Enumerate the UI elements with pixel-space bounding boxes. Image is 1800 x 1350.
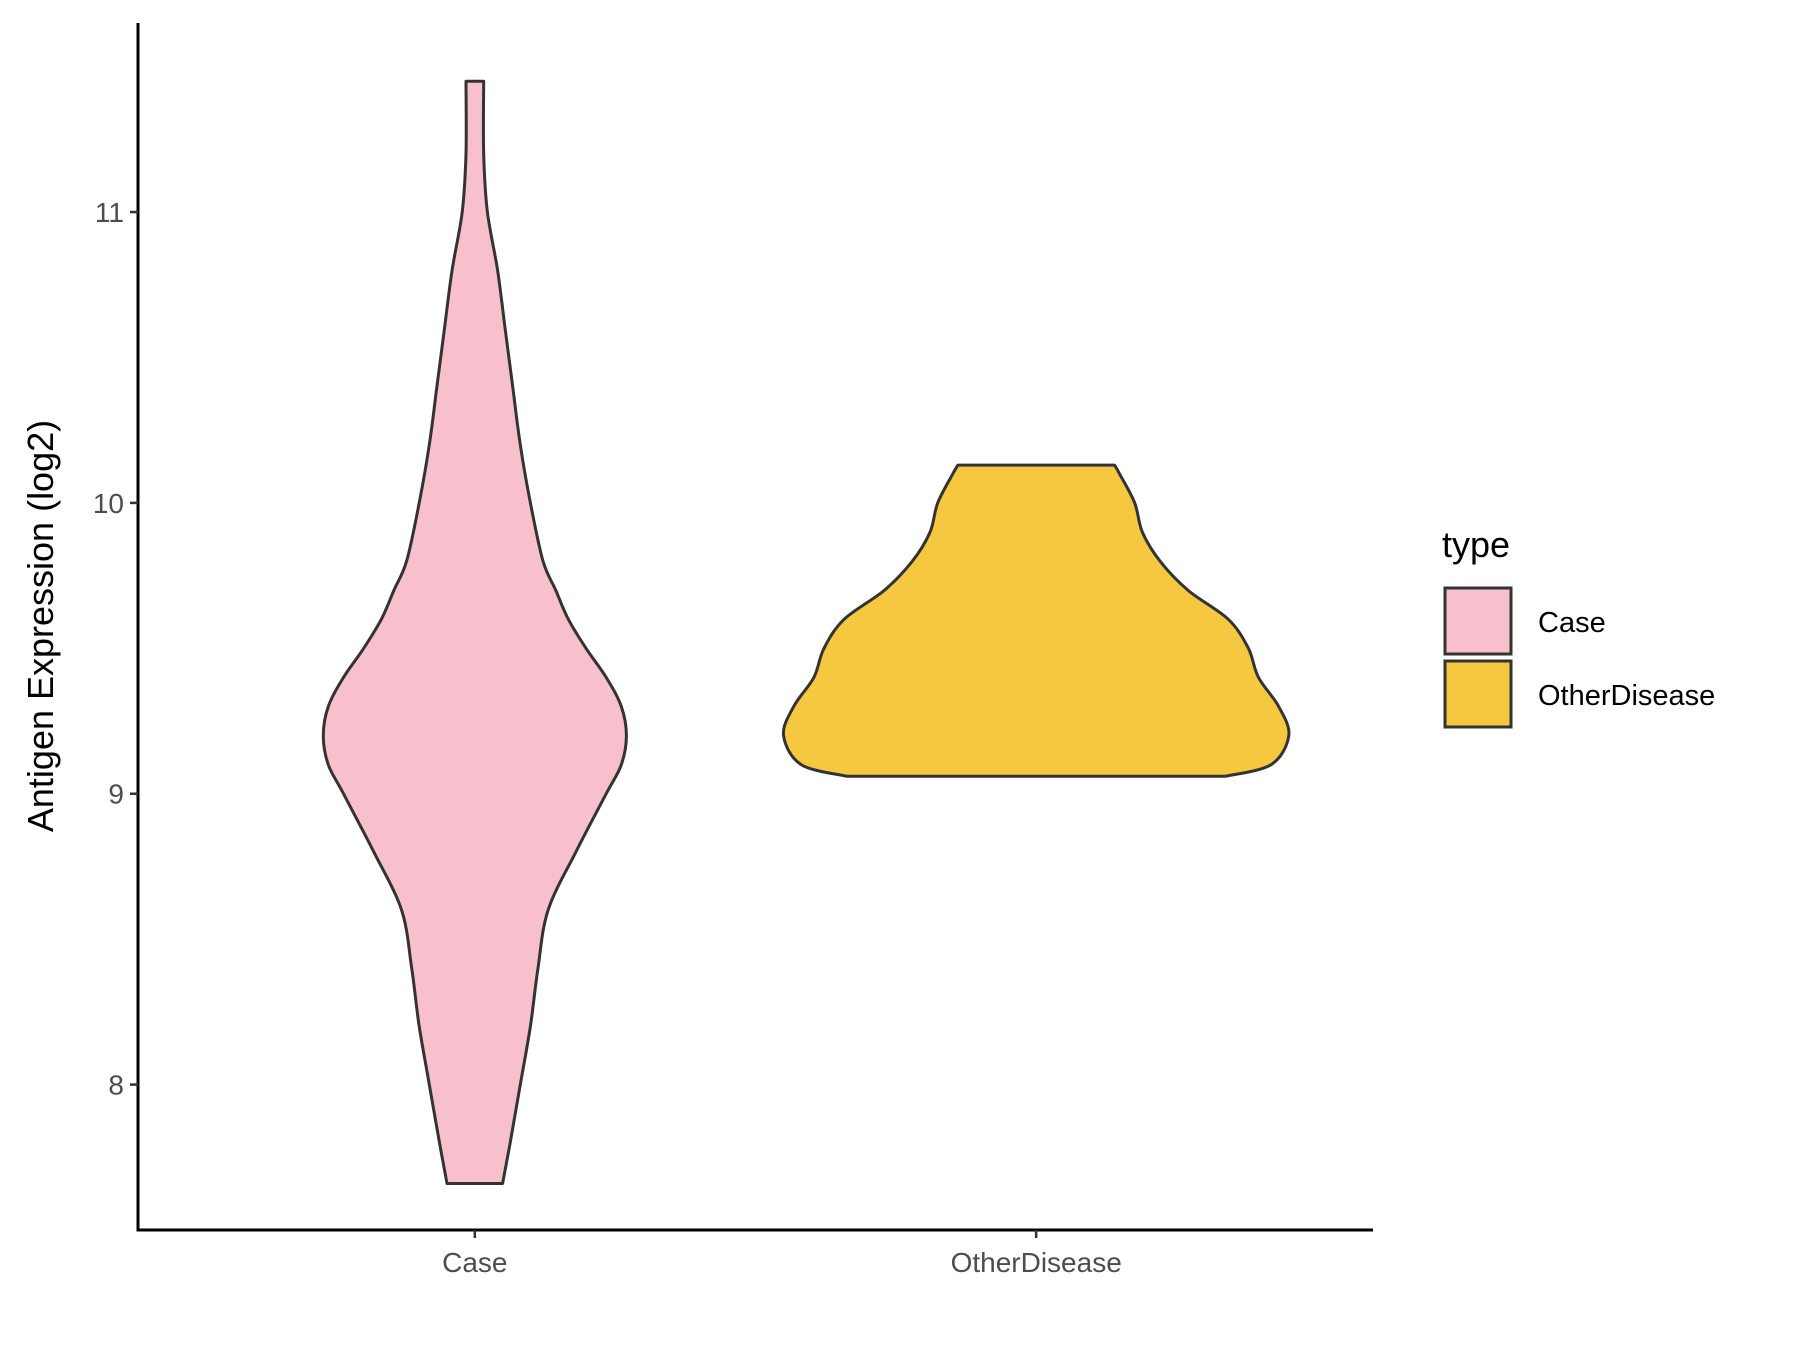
x-ticks: Case OtherDisease bbox=[442, 1230, 1122, 1278]
axes bbox=[136, 23, 1373, 1232]
legend-key-otherdisease bbox=[1443, 659, 1513, 729]
y-tick-label: 11 bbox=[95, 197, 124, 228]
legend-title: type bbox=[1442, 524, 1510, 565]
violin-case bbox=[321, 79, 628, 1185]
x-tick-label: Case bbox=[442, 1247, 507, 1278]
y-tick-label: 9 bbox=[108, 779, 124, 810]
plot-area bbox=[321, 79, 1291, 1185]
legend-label-case: Case bbox=[1538, 607, 1606, 639]
legend-label-otherdisease: OtherDisease bbox=[1538, 680, 1715, 712]
y-tick-label: 10 bbox=[93, 488, 124, 519]
y-tick-label: 8 bbox=[108, 1070, 124, 1101]
legend-items: Case OtherDisease bbox=[1443, 586, 1715, 729]
violin-otherdisease bbox=[781, 463, 1291, 778]
y-axis-title: Antigen Expression (log2) bbox=[20, 420, 61, 832]
x-tick-label: OtherDisease bbox=[951, 1247, 1122, 1278]
legend: type Case OtherDisease bbox=[1442, 524, 1715, 729]
legend-key-case bbox=[1443, 586, 1513, 656]
y-ticks: 8 9 10 11 bbox=[93, 197, 138, 1101]
